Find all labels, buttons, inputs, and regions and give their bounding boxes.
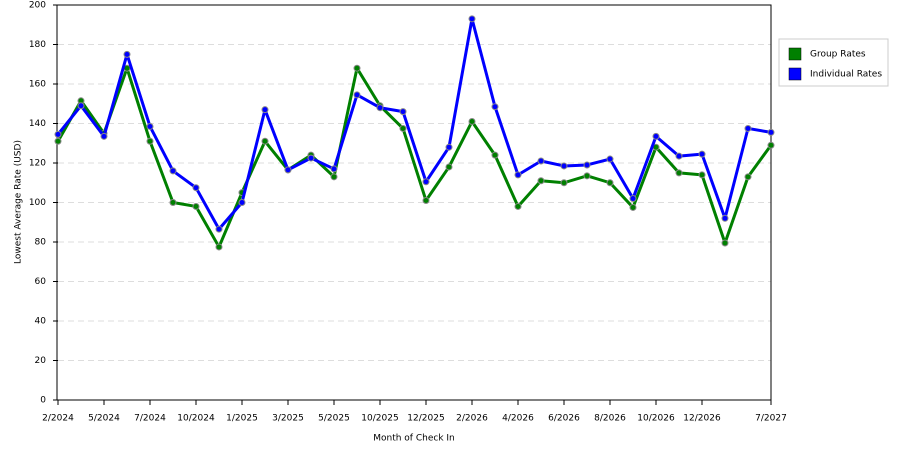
x-axis-label: Month of Check In	[373, 434, 455, 444]
x-tick-label: 1/2025	[226, 414, 258, 424]
data-point	[330, 165, 338, 173]
data-point	[514, 171, 522, 179]
data-point	[238, 199, 246, 206]
data-point	[675, 152, 683, 160]
data-point	[560, 179, 568, 187]
legend-label: Individual Rates	[810, 70, 882, 80]
data-point	[54, 130, 62, 138]
data-point	[123, 50, 131, 58]
data-point	[629, 195, 637, 203]
y-tick-label: 120	[29, 159, 46, 169]
x-tick-label: 2/2024	[42, 414, 74, 424]
data-point	[721, 214, 729, 222]
y-tick-label: 0	[40, 396, 46, 406]
data-point	[330, 173, 338, 181]
data-point	[537, 157, 545, 165]
series-line	[56, 66, 773, 249]
x-tick-label: 12/2025	[407, 414, 444, 424]
x-tick-label: 10/2026	[637, 414, 675, 424]
data-point	[146, 137, 154, 145]
data-point	[307, 154, 315, 162]
data-point	[537, 177, 545, 185]
data-point	[445, 143, 453, 151]
data-point	[675, 169, 683, 177]
x-tick-label: 7/2027	[755, 414, 787, 424]
data-point	[767, 141, 775, 149]
data-point	[514, 202, 522, 210]
x-tick-label: 5/2024	[88, 414, 120, 424]
data-point	[491, 103, 499, 111]
data-point	[606, 179, 614, 187]
data-point	[215, 225, 223, 233]
data-point	[767, 128, 775, 136]
data-point	[698, 171, 706, 179]
data-point	[606, 155, 614, 163]
data-point	[353, 64, 361, 72]
data-point	[560, 162, 568, 170]
y-tick-label: 180	[29, 40, 46, 50]
data-point	[100, 132, 108, 140]
data-point	[399, 124, 407, 132]
data-point	[652, 132, 660, 140]
data-point	[261, 137, 269, 145]
data-point	[399, 108, 407, 116]
y-tick-label: 200	[29, 1, 46, 11]
data-point	[744, 173, 752, 181]
data-point	[376, 104, 384, 112]
y-tick-label: 100	[29, 198, 46, 208]
data-point	[445, 163, 453, 171]
data-point	[169, 167, 177, 175]
x-tick-label: 4/2026	[502, 414, 534, 424]
data-point	[192, 184, 200, 192]
legend-label: Group Rates	[810, 50, 866, 60]
y-tick-label: 20	[35, 356, 47, 366]
data-point	[284, 166, 292, 174]
data-point	[215, 243, 223, 251]
x-tick-label: 10/2024	[177, 414, 215, 424]
x-tick-label: 5/2025	[318, 414, 350, 424]
data-point	[77, 102, 85, 110]
data-point	[169, 199, 177, 206]
x-tick-label: 10/2025	[361, 414, 398, 424]
plot-frame	[56, 4, 772, 401]
y-axis-label: Lowest Average Rate (USD)	[14, 140, 24, 264]
data-point	[583, 172, 591, 180]
data-point	[744, 124, 752, 132]
data-point	[468, 15, 476, 23]
data-point	[353, 91, 361, 99]
data-point	[468, 118, 476, 126]
x-tick-label: 3/2025	[272, 414, 304, 424]
x-tick-label: 12/2026	[683, 414, 721, 424]
x-tick-label: 8/2026	[594, 414, 626, 424]
data-point	[146, 122, 154, 130]
data-point	[192, 202, 200, 210]
y-tick-label: 60	[35, 277, 47, 287]
series-line	[56, 17, 772, 231]
x-tick-label: 6/2026	[548, 414, 580, 424]
y-tick-label: 160	[29, 80, 46, 90]
y-tick-label: 140	[29, 119, 46, 129]
legend-swatch	[788, 67, 802, 81]
y-tick-label: 80	[35, 238, 47, 248]
data-point	[422, 197, 430, 205]
legend-swatch	[788, 47, 802, 61]
data-point	[261, 106, 269, 114]
y-tick-label: 40	[35, 317, 47, 327]
data-point	[583, 161, 591, 169]
x-tick-label: 2/2026	[456, 414, 488, 424]
data-point	[698, 150, 706, 158]
data-point	[491, 151, 499, 159]
data-point	[721, 239, 729, 247]
data-point	[629, 203, 637, 211]
data-point	[422, 178, 430, 186]
data-point	[54, 137, 62, 145]
x-tick-label: 7/2024	[134, 414, 166, 424]
